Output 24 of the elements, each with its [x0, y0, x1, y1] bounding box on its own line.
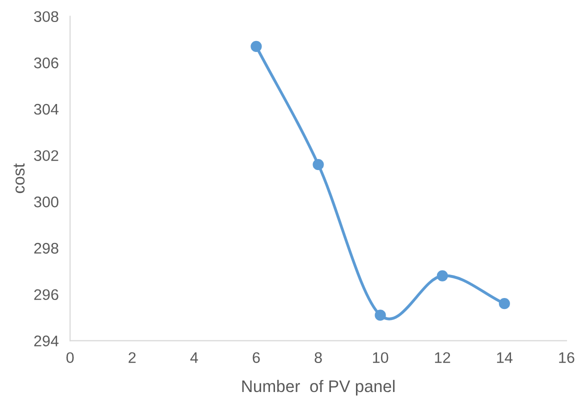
x-tick-label: 14 — [497, 352, 512, 363]
y-tick-label: 296 — [34, 289, 58, 300]
point — [312, 159, 324, 170]
x-tick-label: 2 — [128, 352, 136, 363]
x-tick-label: 6 — [252, 352, 260, 364]
y-tick-label: 308 — [34, 11, 58, 22]
x-axis-title: Number of PV panel — [242, 380, 395, 396]
point — [436, 270, 448, 282]
point — [374, 310, 386, 321]
y-tick-label: 306 — [34, 58, 58, 68]
x-tick-label: 16 — [559, 352, 574, 364]
x-tick-label: 10 — [373, 352, 388, 364]
x-tick-label: 8 — [314, 352, 322, 364]
point — [498, 298, 510, 310]
x-tick-label: 4 — [190, 352, 198, 363]
y-tick-label: 298 — [34, 242, 58, 254]
y-tick-label: 294 — [34, 336, 59, 346]
point — [250, 40, 262, 52]
y-tick-label: 304 — [34, 104, 59, 115]
x-tick-label: 0 — [66, 352, 74, 364]
y-tick-label: 300 — [34, 196, 58, 208]
x-tick-label: 12 — [435, 352, 450, 363]
y-tick-label: 302 — [34, 150, 58, 162]
y-axis-title: cost — [14, 163, 25, 194]
